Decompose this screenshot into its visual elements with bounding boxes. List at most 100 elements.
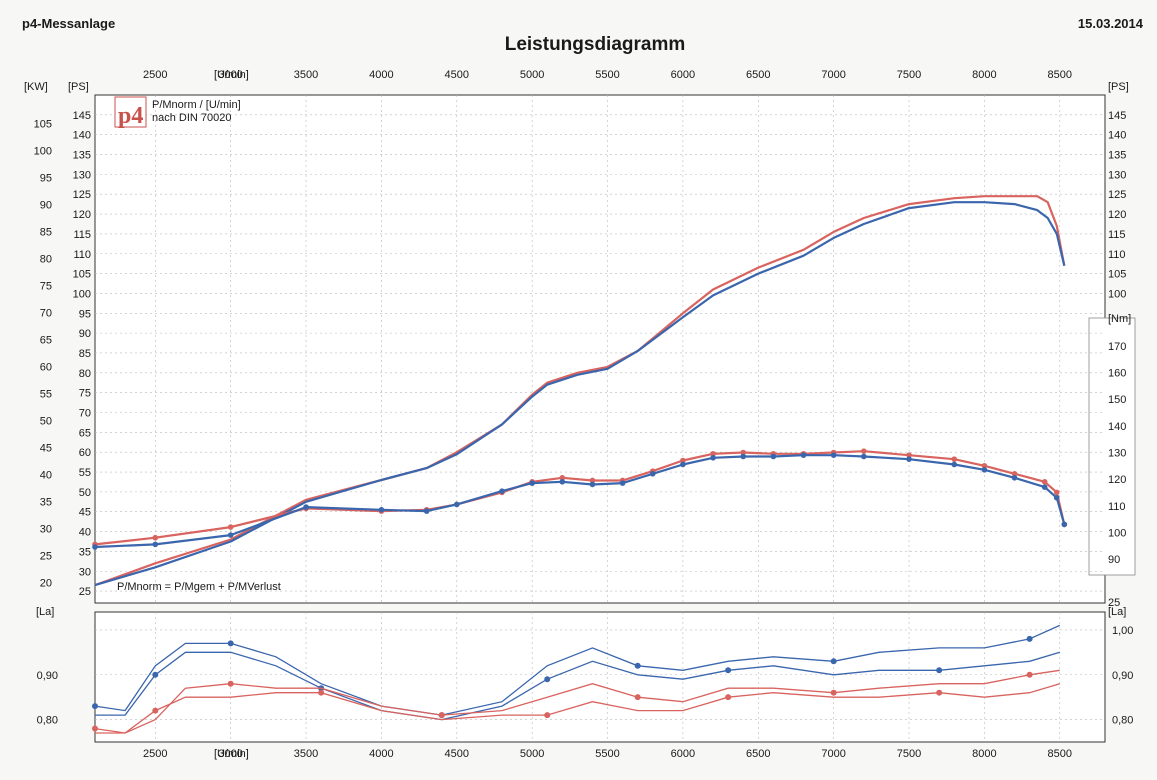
ps-tick: 30 — [79, 566, 91, 578]
red-nm-point — [951, 456, 958, 462]
legend-line-1: P/Mnorm / [U/min] — [152, 99, 241, 111]
red-lambda-point — [936, 689, 943, 696]
blue-lambda-point — [544, 676, 551, 683]
blue-lambda-point — [92, 703, 98, 710]
ps-tick-right: 130 — [1108, 169, 1126, 181]
blue-lambda-point — [152, 671, 159, 678]
ps-tick: 130 — [73, 169, 91, 181]
rpm-tick-bottom: 3500 — [294, 748, 318, 760]
rpm-tick-top: 7500 — [897, 69, 921, 81]
blue-nm-point — [710, 455, 716, 461]
blue-nm-point — [559, 478, 566, 485]
blue-nm-point — [1053, 494, 1060, 501]
nm-axis-box — [1088, 317, 1136, 576]
blue-lambda-point — [634, 662, 641, 669]
blue-lambda-point — [227, 640, 234, 647]
kw-tick: 45 — [40, 442, 52, 454]
red-lambda-point — [438, 712, 445, 719]
ps-tick: 55 — [79, 467, 91, 479]
kw-tick: 100 — [34, 146, 52, 158]
ps-tick-right: 135 — [1108, 150, 1126, 162]
ps-tick: 95 — [79, 308, 91, 320]
app-name: p4-Messanlage — [22, 16, 116, 31]
rpm-tick-bottom: 4000 — [369, 748, 393, 760]
red-nm-point — [1053, 489, 1060, 496]
rpm-tick-top: 5000 — [520, 69, 544, 81]
nm-tick: 170 — [1108, 341, 1126, 353]
blue-nm-point — [529, 480, 535, 486]
red-nm-point — [1011, 471, 1018, 477]
red-lambda-point — [725, 694, 732, 701]
blue-nm-point — [770, 453, 777, 460]
red-lambda-point — [1026, 671, 1033, 678]
red-nm-point — [740, 449, 747, 456]
main-grid — [95, 95, 1105, 603]
p4-logo: p4 — [114, 96, 147, 129]
ps-tick: 85 — [79, 348, 91, 360]
blue-ps-line — [94, 201, 1066, 587]
rpm-tick-top: 8500 — [1048, 69, 1072, 81]
red-nm-point — [589, 477, 596, 484]
ps-tick-right: 120 — [1108, 209, 1126, 221]
nm-tick: 130 — [1108, 448, 1126, 460]
kw-tick: 50 — [40, 416, 52, 428]
lambda-series — [92, 624, 1061, 734]
rpm-label-bottom: [U/min] — [214, 748, 249, 760]
rpm-label-top: [U/min] — [214, 69, 249, 81]
kw-tick: 90 — [40, 200, 52, 212]
ps-tick: 35 — [79, 546, 91, 558]
blue-nm-point — [830, 452, 837, 458]
rpm-tick-top: 6000 — [671, 69, 695, 81]
main-series — [92, 195, 1068, 587]
ps-tick: 40 — [79, 527, 91, 539]
blue-nm-point — [906, 456, 912, 462]
ps-tick-right: 140 — [1108, 130, 1126, 142]
nm-tick: 150 — [1108, 394, 1126, 406]
rpm-tick-bottom: 3000 — [218, 748, 242, 760]
blue-nm-point — [951, 461, 958, 468]
ps-tick: 110 — [73, 249, 91, 261]
ps-tick: 105 — [73, 269, 91, 281]
kw-tick: 70 — [40, 308, 52, 320]
red-nm-point — [710, 451, 716, 457]
kw-tick: 55 — [40, 389, 52, 401]
kw-tick: 60 — [40, 362, 52, 374]
rpm-tick-bottom: 2500 — [143, 748, 167, 760]
la-tick-right: 0,90 — [1112, 670, 1133, 682]
ps-tick-right: 145 — [1108, 110, 1126, 122]
blue-lambda-point — [725, 667, 732, 674]
blue-lambda-line — [94, 624, 1061, 716]
nm-tick: 120 — [1108, 474, 1126, 486]
ps-tick: 140 — [73, 130, 91, 142]
ps-tick-right: 100 — [1108, 288, 1126, 300]
la-tick: 0,80 — [37, 715, 58, 727]
la-axis-label-right: [La] — [1108, 606, 1126, 618]
la-tick: 0,90 — [37, 670, 58, 682]
right-25-label: 25 — [1108, 597, 1120, 609]
la-tick-right: 0,80 — [1112, 715, 1133, 727]
rpm-tick-bottom: 7500 — [897, 748, 921, 760]
red-lambda-point — [830, 689, 837, 696]
blue-nm-point — [649, 471, 656, 477]
blue-nm-point — [499, 488, 505, 494]
blue-nm-point — [1061, 521, 1068, 528]
nm-tick: 140 — [1108, 421, 1126, 433]
ps-axis-label: [PS] — [68, 81, 89, 93]
blue-nm-point — [227, 532, 234, 538]
kw-tick: 65 — [40, 335, 52, 347]
blue-lambda-point — [1026, 635, 1033, 642]
blue-nm-point — [1011, 474, 1018, 481]
rpm-tick-top: 4500 — [445, 69, 469, 81]
la-axis-label: [La] — [36, 606, 54, 618]
rpm-tick-bottom: 7000 — [821, 748, 845, 760]
red-nm-point — [906, 452, 912, 458]
kw-tick: 40 — [40, 469, 52, 481]
red-nm-point — [227, 524, 234, 530]
rpm-tick-top: 7000 — [821, 69, 845, 81]
ps-tick-right: 115 — [1108, 229, 1126, 241]
rpm-tick-bottom: 4500 — [445, 748, 469, 760]
kw-tick: 75 — [40, 281, 52, 293]
ps-tick: 70 — [79, 408, 91, 420]
rpm-tick-bottom: 6500 — [746, 748, 770, 760]
